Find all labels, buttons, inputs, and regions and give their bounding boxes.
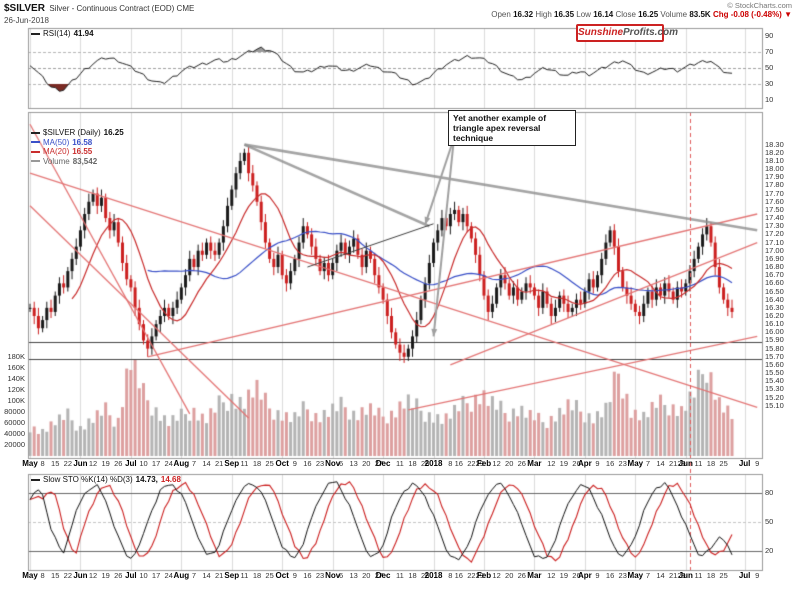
ma20-legend-value: 16.55 [72, 147, 93, 156]
volume-legend-value: 83,542 [72, 156, 98, 166]
quote-header: © StockCharts.com Open 16.32 High 16.35 … [491, 1, 792, 19]
main-chart-legend: $SILVER (Daily) 16.25 MA(50) 16.58 MA(20… [31, 128, 124, 166]
ma20-legend-label: MA(20) [43, 147, 70, 156]
ma50-legend-value: 16.58 [72, 137, 93, 147]
ohlc-quote-line: Open 16.32 High 16.35 Low 16.14 Close 16… [491, 10, 792, 19]
open-label: Open [491, 10, 511, 19]
open-value: 16.32 [513, 10, 534, 19]
volume-value: 83.5K [689, 10, 711, 19]
close-value: 16.25 [638, 10, 659, 19]
sunshineprofits-logo: SunshineProfits.com [576, 24, 678, 42]
logo-text-profits: Profits.com [623, 27, 679, 38]
sto-label: Slow STO %K(14) %D(3) [43, 475, 133, 484]
chart-date: 26-Jun-2018 [4, 16, 49, 25]
rsi-legend: RSI(14) 41.94 [31, 29, 94, 39]
ticker-description: Silver - Continuous Contract (EOD) CME [49, 4, 195, 13]
low-value: 16.14 [593, 10, 614, 19]
low-label: Low [576, 10, 591, 19]
change-value: Chg -0.08 (-0.48%) [712, 10, 782, 19]
price-line-marker-icon [31, 131, 40, 134]
chart-header: $SILVER Silver - Continuous Contract (EO… [4, 2, 194, 26]
change-down-arrow-icon: ▼ [784, 10, 792, 19]
sto-legend: Slow STO %K(14) %D(3) 14.73, 14.68 [31, 475, 181, 485]
logo-text-sunshine: Sunshine [578, 27, 624, 38]
rsi-label: RSI(14) [43, 29, 71, 38]
sto-d-value: 14.68 [160, 475, 181, 484]
close-label: Close [615, 10, 636, 19]
ma50-line-marker-icon [31, 141, 40, 144]
triangle-apex-annotation: Yet another example of triangle apex rev… [448, 110, 576, 146]
stockcharts-copyright: © StockCharts.com [727, 1, 792, 10]
sto-k-value: 14.73, [135, 475, 158, 484]
volume-marker-icon [31, 160, 40, 163]
ticker-symbol: $SILVER [4, 3, 45, 14]
ma20-line-marker-icon [31, 150, 40, 153]
high-value: 16.35 [554, 10, 575, 19]
high-label: High [535, 10, 552, 19]
volume-legend-label: Volume [43, 156, 70, 166]
volume-label: Volume [660, 10, 688, 19]
rsi-value: 41.94 [73, 29, 94, 38]
sto-line-marker-icon [31, 478, 40, 481]
price-legend-label: $SILVER (Daily) [43, 128, 101, 137]
ma50-legend-label: MA(50) [43, 137, 70, 147]
rsi-line-marker-icon [31, 32, 40, 35]
price-legend-value: 16.25 [103, 128, 124, 137]
